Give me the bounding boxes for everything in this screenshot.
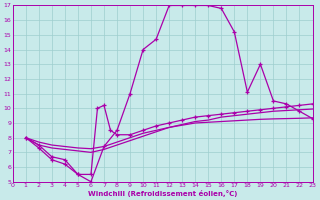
X-axis label: Windchill (Refroidissement éolien,°C): Windchill (Refroidissement éolien,°C) bbox=[88, 190, 237, 197]
